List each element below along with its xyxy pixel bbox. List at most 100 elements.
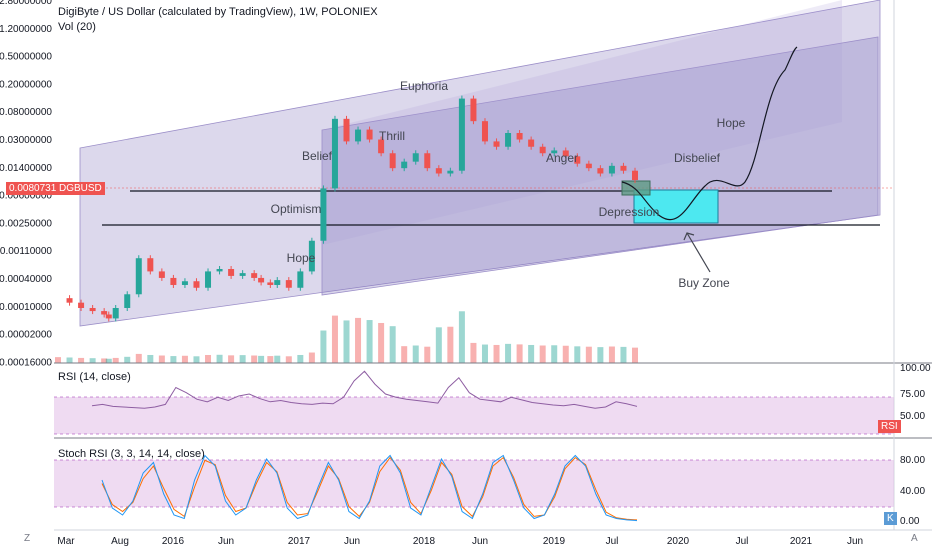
- candle-body[interactable]: [528, 139, 535, 147]
- auto-scale-icon[interactable]: A: [911, 533, 918, 544]
- chart-annotation[interactable]: Hope: [717, 116, 746, 130]
- candle-body[interactable]: [147, 258, 154, 272]
- candle-body[interactable]: [320, 188, 327, 241]
- chart-annotation[interactable]: Hope: [287, 251, 316, 265]
- volume-bar: [205, 354, 212, 363]
- candle-body[interactable]: [481, 121, 488, 142]
- chart-annotation[interactable]: Depression: [599, 205, 660, 219]
- candle-body[interactable]: [585, 163, 592, 169]
- price-tick-label: -0.00002000: [0, 330, 52, 341]
- volume-bar: [343, 320, 350, 363]
- candle-body[interactable]: [447, 170, 454, 174]
- time-tick-label: Jun: [847, 536, 863, 547]
- candle-body[interactable]: [401, 161, 408, 169]
- rsi-tick-label: 75.00: [900, 389, 925, 400]
- volume-bar: [562, 345, 569, 363]
- price-tick-label: 0.00040000: [0, 274, 52, 285]
- volume-bar: [105, 358, 112, 363]
- candle-body[interactable]: [205, 271, 212, 288]
- candle-body[interactable]: [424, 153, 431, 169]
- stoch-band: [54, 460, 894, 507]
- candle-body[interactable]: [89, 308, 96, 312]
- volume-bar: [585, 346, 592, 363]
- candle-body[interactable]: [562, 150, 569, 157]
- price-tick-label: 0.00110000: [0, 246, 52, 257]
- candle-body[interactable]: [297, 271, 304, 288]
- candle-body[interactable]: [285, 280, 292, 288]
- time-axis[interactable]: Mar Aug 2016 Jun 2017 Jun 2018 Jun 2019 Jul 2020 Ju…: [57, 536, 863, 547]
- stoch-tick-label: 80.00: [900, 455, 925, 466]
- candle-body[interactable]: [105, 314, 112, 319]
- candle-body[interactable]: [308, 240, 315, 272]
- volume-bar: [112, 357, 119, 363]
- rsi-axis[interactable]: 100.00 75.00 50.00: [900, 363, 931, 422]
- candle-body[interactable]: [389, 153, 396, 169]
- candle-body[interactable]: [193, 281, 200, 288]
- candle-body[interactable]: [112, 308, 119, 319]
- stoch-axis[interactable]: 80.00 40.00 0.00: [900, 455, 925, 527]
- candle-body[interactable]: [378, 139, 385, 154]
- settings-icon[interactable]: Z: [24, 533, 31, 544]
- chart-annotation[interactable]: Thrill: [379, 129, 405, 143]
- candle-body[interactable]: [597, 168, 604, 174]
- candle-body[interactable]: [412, 153, 419, 162]
- main-pane[interactable]: [54, 0, 894, 363]
- candle-body[interactable]: [135, 258, 142, 295]
- candle-body[interactable]: [101, 311, 108, 315]
- candle-body[interactable]: [267, 282, 274, 285]
- candle-body[interactable]: [632, 170, 638, 181]
- candle-body[interactable]: [366, 129, 373, 140]
- time-tick-label: Jul: [606, 536, 619, 547]
- candle-body[interactable]: [124, 294, 131, 308]
- candle-body[interactable]: [539, 146, 546, 154]
- volume-bar: [608, 346, 615, 363]
- candle-body[interactable]: [216, 269, 223, 272]
- price-axis[interactable]: 2.80000000 1.20000000 0.50000000 0.20000000…: [0, 0, 52, 368]
- candle-body[interactable]: [493, 141, 500, 147]
- volume-bar: [216, 354, 223, 363]
- volume-bar: [424, 346, 431, 363]
- k-tag: K: [884, 512, 897, 525]
- candle-body[interactable]: [435, 168, 442, 174]
- candle-body[interactable]: [181, 281, 188, 285]
- chart-annotation[interactable]: Disbelief: [674, 151, 721, 165]
- volume-bar: [274, 355, 281, 363]
- chart-annotation[interactable]: Optimism: [271, 202, 322, 216]
- candle-body[interactable]: [620, 165, 627, 171]
- chart-annotation[interactable]: Belief: [302, 149, 333, 163]
- candle-body[interactable]: [574, 156, 581, 164]
- candle-body[interactable]: [505, 133, 512, 147]
- candle-body[interactable]: [274, 280, 281, 285]
- chart-annotation[interactable]: Anger: [546, 151, 578, 165]
- stoch-legend: Stoch RSI (3, 3, 14, 14, close): [58, 448, 205, 460]
- volume-bar: [124, 356, 131, 363]
- chart-annotation[interactable]: Buy Zone: [678, 276, 730, 290]
- candle-body[interactable]: [516, 133, 523, 140]
- price-series: [66, 95, 638, 322]
- candle-body[interactable]: [470, 98, 477, 122]
- candle-body[interactable]: [158, 271, 165, 278]
- candle-body[interactable]: [239, 273, 246, 276]
- stoch-k-line: [101, 454, 638, 522]
- time-tick-label: Jun: [344, 536, 360, 547]
- candle-body[interactable]: [170, 277, 177, 285]
- candle-body[interactable]: [343, 118, 350, 142]
- candle-body[interactable]: [251, 273, 258, 278]
- candle-body[interactable]: [608, 165, 615, 174]
- price-tick-label: 2.80000000: [0, 0, 52, 7]
- price-tick-label: 0.00600000: [0, 191, 52, 202]
- volume-bar: [493, 344, 500, 363]
- candle-body[interactable]: [458, 98, 465, 171]
- candle-body[interactable]: [66, 298, 73, 303]
- symbol-tag: DGBUSD: [56, 182, 105, 195]
- volume-bar: [470, 342, 477, 363]
- candle-body[interactable]: [258, 277, 265, 283]
- candle-body[interactable]: [551, 150, 558, 154]
- candle-body[interactable]: [78, 302, 85, 308]
- candle-body[interactable]: [228, 269, 235, 276]
- chart-annotation[interactable]: Euphoria: [400, 79, 448, 93]
- volume-bar: [297, 354, 304, 363]
- candle-body[interactable]: [331, 118, 338, 189]
- candle-body[interactable]: [355, 129, 362, 142]
